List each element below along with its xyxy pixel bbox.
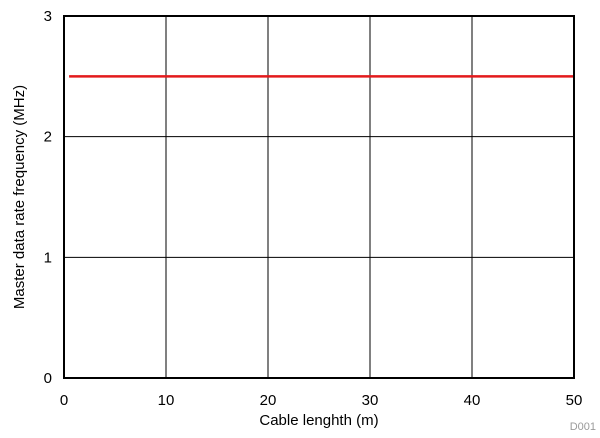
x-axis-title: Cable lenghth (m): [259, 412, 378, 429]
x-tick-label-4: 40: [464, 392, 481, 409]
x-tick-label-0: 0: [60, 392, 68, 409]
x-tick-label-5: 50: [566, 392, 583, 409]
x-tick-label-1: 10: [158, 392, 175, 409]
grid-lines: [64, 16, 574, 378]
x-tick-label-2: 20: [260, 392, 277, 409]
y-tick-label-3: 3: [44, 8, 52, 25]
y-tick-label-2: 2: [44, 129, 52, 146]
y-tick-label-1: 1: [44, 249, 52, 266]
figure-id-label: D001: [570, 421, 596, 433]
x-tick-labels: 0 10 20 30 40 50: [60, 392, 583, 409]
plot-frame: [63, 15, 575, 379]
y-tick-labels: 0 1 2 3: [44, 8, 52, 387]
y-tick-label-0: 0: [44, 370, 52, 387]
y-axis-title: Master data rate frequency (MHz): [11, 85, 28, 309]
x-tick-label-3: 30: [362, 392, 379, 409]
